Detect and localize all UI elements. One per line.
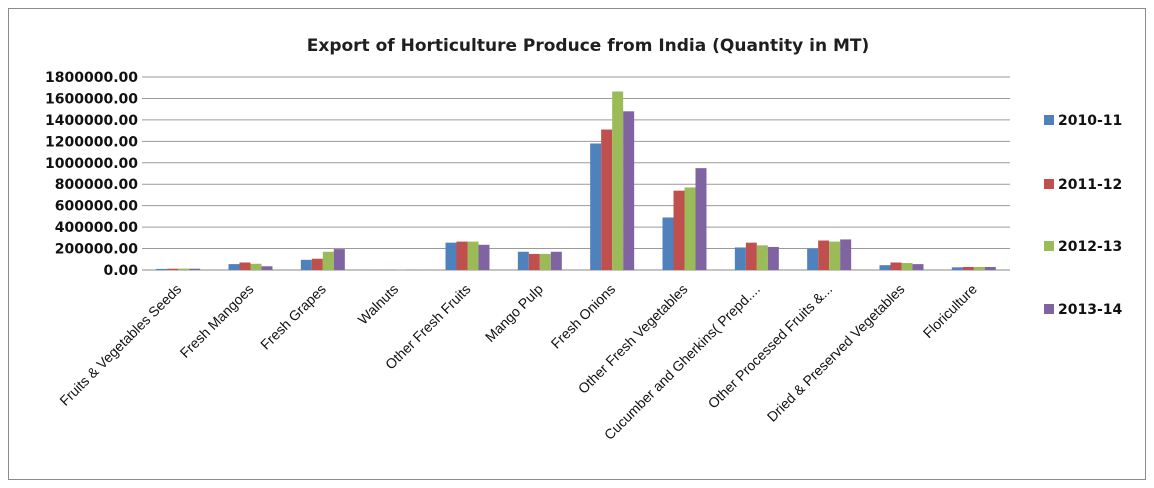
gridlines xyxy=(142,76,1010,271)
bar xyxy=(189,268,201,270)
x-tick-label: Cucumber and Gherkins( Prepd.... xyxy=(601,281,763,443)
bar xyxy=(550,251,562,270)
bar xyxy=(623,111,635,270)
bar xyxy=(167,268,179,270)
y-tick-label: 1800000.00 xyxy=(45,70,138,86)
bar xyxy=(662,217,674,270)
bar xyxy=(695,168,707,270)
y-tick-label: 800000.00 xyxy=(55,177,139,193)
legend-swatch xyxy=(1044,241,1054,251)
legend-label: 2010-11 xyxy=(1058,113,1122,129)
y-tick-label: 1200000.00 xyxy=(45,134,138,150)
bar xyxy=(745,242,757,270)
bar xyxy=(539,253,551,270)
bar xyxy=(517,251,529,270)
bar xyxy=(879,265,891,270)
y-tick-label: 1400000.00 xyxy=(45,113,138,129)
bar xyxy=(951,267,963,270)
bar xyxy=(984,266,996,270)
y-tick-label: 1000000.00 xyxy=(45,156,138,172)
x-tick-label: Fresh Grapes xyxy=(257,281,329,353)
legend-label: 2011-12 xyxy=(1058,177,1122,193)
bar xyxy=(890,262,902,270)
legend-swatch xyxy=(1044,304,1054,314)
bar xyxy=(818,240,830,270)
bar xyxy=(322,251,334,270)
bar xyxy=(528,253,540,270)
x-tick-label: Fresh Mangoes xyxy=(177,281,257,361)
bar xyxy=(467,241,479,270)
x-tick-label: Fresh Onions xyxy=(548,281,619,352)
legend-swatch xyxy=(1044,115,1054,125)
bar xyxy=(445,242,457,270)
bar xyxy=(673,190,685,270)
bar xyxy=(178,268,190,270)
x-tick-label: Fruits & Vegetables Seeds xyxy=(56,281,184,409)
x-tick-label: Walnuts xyxy=(355,281,402,328)
bar xyxy=(311,258,323,270)
y-tick-label: 1600000.00 xyxy=(45,91,138,107)
y-tick-label: 600000.00 xyxy=(55,199,139,215)
bar xyxy=(840,239,852,270)
bar xyxy=(228,264,240,270)
legend-label: 2012-13 xyxy=(1058,239,1122,255)
bar xyxy=(478,244,490,270)
legend: 2010-11 2011-12 2012-13 2013-14 xyxy=(1044,113,1123,318)
x-tick-label: Other Processed Fruits &... xyxy=(705,281,836,412)
bar xyxy=(590,143,602,270)
bar xyxy=(912,264,924,270)
bar xyxy=(612,91,624,270)
bar xyxy=(734,247,746,270)
bar xyxy=(684,187,696,270)
x-tick-label: Floriculture xyxy=(920,281,980,341)
bar xyxy=(901,263,913,270)
bar xyxy=(261,266,273,270)
chart-title: Export of Horticulture Produce from Indi… xyxy=(307,36,870,56)
y-axis-ticks: 0.00 200000.00 400000.00 600000.00 800000.00… xyxy=(45,70,138,279)
y-tick-label: 0.00 xyxy=(103,263,138,279)
y-tick-label: 200000.00 xyxy=(55,242,139,258)
bar xyxy=(300,259,312,270)
bar xyxy=(156,268,168,270)
bar xyxy=(973,266,985,270)
bar xyxy=(829,241,841,270)
bar xyxy=(767,246,779,270)
legend-label: 2013-14 xyxy=(1058,302,1123,318)
bars xyxy=(156,91,996,270)
y-tick-label: 400000.00 xyxy=(55,220,139,236)
chart-frame xyxy=(8,8,1146,480)
bar xyxy=(962,266,974,270)
bar xyxy=(250,263,262,270)
bar xyxy=(601,129,613,270)
bar xyxy=(756,245,768,270)
legend-swatch xyxy=(1044,179,1054,189)
bar xyxy=(333,249,345,270)
x-tick-label: Mango Pulp xyxy=(482,281,546,345)
bar xyxy=(456,241,468,270)
x-tick-label: Dried & Preserved Vegetables xyxy=(764,281,908,425)
bar xyxy=(807,248,819,270)
bar xyxy=(239,262,251,270)
